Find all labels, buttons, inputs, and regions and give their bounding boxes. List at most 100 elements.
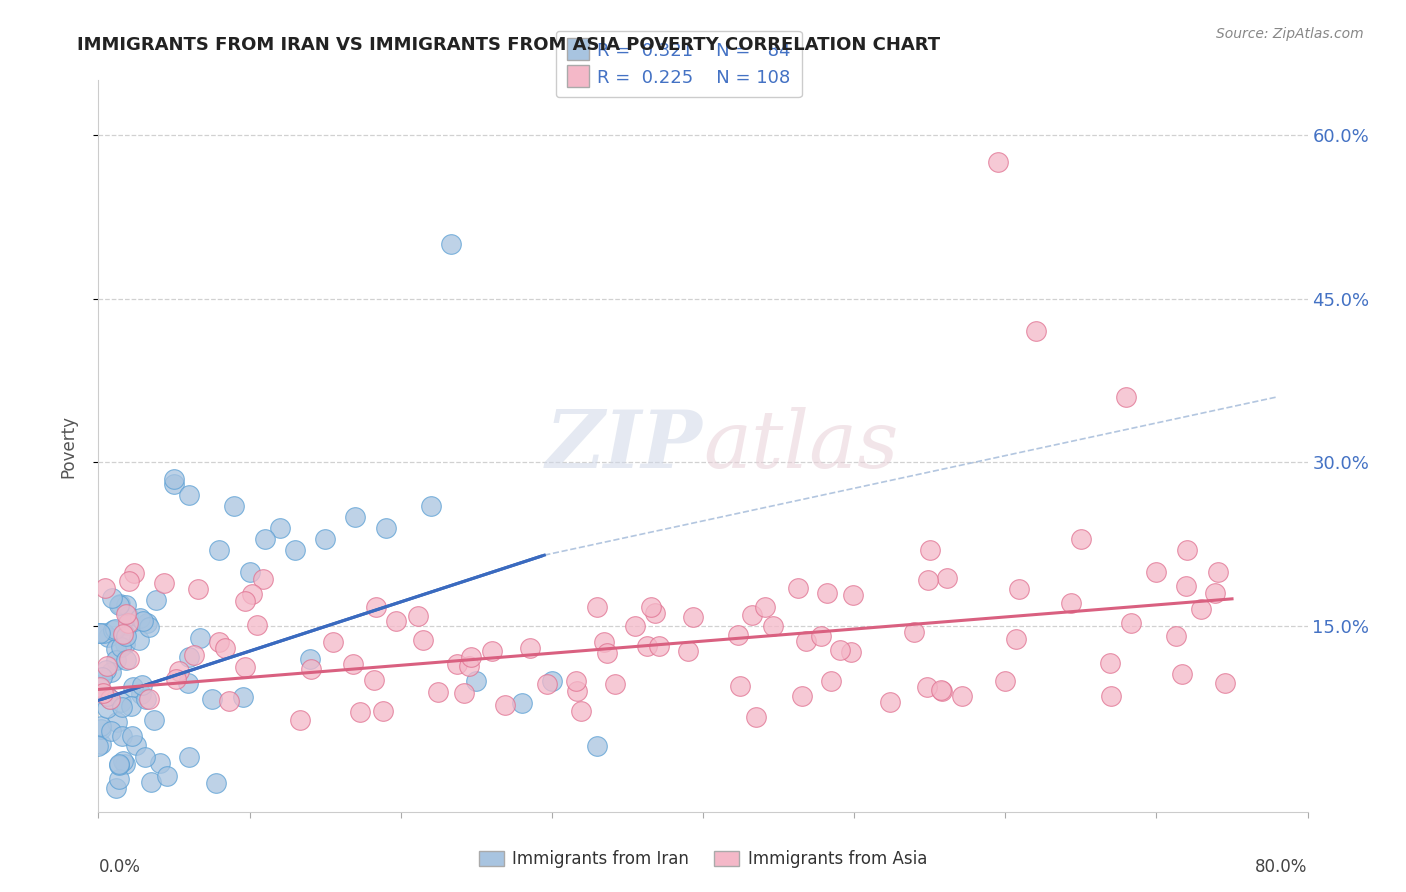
Point: [596, 646, 619, 660]
Point: [187, 582, 209, 596]
Point: [644, 607, 666, 621]
Point: [188, 631, 211, 645]
Point: [145, 593, 167, 607]
Point: [987, 155, 1010, 169]
Point: [118, 574, 141, 589]
Point: [134, 749, 156, 764]
Point: [129, 611, 152, 625]
Point: [839, 644, 862, 658]
Point: [104, 622, 127, 636]
Point: [120, 698, 142, 713]
Point: [117, 615, 139, 630]
Point: [284, 542, 307, 557]
Point: [100, 723, 122, 738]
Point: [108, 598, 131, 612]
Point: [935, 571, 957, 585]
Point: [406, 609, 429, 624]
Point: [426, 685, 449, 699]
Point: [153, 576, 176, 591]
Point: [104, 781, 127, 796]
Point: [122, 680, 145, 694]
Point: [931, 683, 953, 698]
Point: [232, 690, 254, 704]
Point: [342, 657, 364, 672]
Point: [97, 630, 120, 644]
Point: [586, 600, 609, 615]
Point: [439, 237, 461, 252]
Point: [179, 488, 201, 502]
Point: [1121, 615, 1143, 630]
Point: [89, 626, 111, 640]
Point: [950, 690, 973, 704]
Point: [205, 776, 228, 790]
Point: [94, 581, 117, 595]
Point: [420, 499, 443, 513]
Point: [98, 692, 121, 706]
Point: [915, 680, 938, 694]
Point: [165, 672, 187, 686]
Legend: R =  0.321    N =   84, R =  0.225    N = 108: R = 0.321 N = 84, R = 0.225 N = 108: [555, 31, 801, 97]
Point: [98, 691, 121, 706]
Point: [1099, 690, 1122, 704]
Point: [111, 700, 134, 714]
Point: [1170, 667, 1192, 681]
Point: [519, 641, 541, 656]
Point: [540, 673, 562, 688]
Point: [569, 704, 592, 718]
Point: [1059, 596, 1081, 610]
Point: [111, 627, 134, 641]
Point: [100, 665, 122, 679]
Point: [114, 607, 136, 622]
Point: [239, 565, 262, 579]
Point: [640, 600, 662, 615]
Point: [94, 664, 117, 678]
Point: [156, 769, 179, 783]
Point: [815, 586, 838, 600]
Point: [111, 754, 134, 768]
Point: [101, 591, 124, 606]
Point: [96, 690, 118, 704]
Point: [299, 652, 322, 666]
Point: [208, 542, 231, 557]
Point: [114, 757, 136, 772]
Point: [605, 676, 627, 690]
Point: [299, 662, 322, 676]
Point: [91, 670, 114, 684]
Point: [624, 618, 647, 632]
Point: [1005, 632, 1028, 646]
Point: [1070, 532, 1092, 546]
Point: [1024, 324, 1046, 338]
Point: [118, 652, 141, 666]
Point: [314, 532, 336, 546]
Point: [233, 660, 256, 674]
Point: [648, 639, 671, 653]
Point: [1213, 676, 1236, 690]
Point: [682, 610, 704, 624]
Point: [728, 680, 751, 694]
Point: [149, 756, 172, 770]
Point: [374, 521, 396, 535]
Point: [90, 723, 112, 737]
Point: [107, 772, 129, 786]
Point: [89, 626, 111, 640]
Point: [446, 657, 468, 671]
Point: [879, 695, 901, 709]
Point: [252, 572, 274, 586]
Point: [828, 643, 851, 657]
Point: [794, 634, 817, 648]
Point: [412, 632, 434, 647]
Point: [1206, 565, 1229, 579]
Point: [138, 620, 160, 634]
Point: [253, 532, 276, 546]
Point: [269, 521, 291, 535]
Point: [787, 582, 810, 596]
Point: [364, 600, 387, 615]
Point: [460, 650, 482, 665]
Point: [90, 737, 112, 751]
Point: [114, 637, 136, 651]
Point: [929, 682, 952, 697]
Point: [741, 607, 763, 622]
Point: [1175, 579, 1198, 593]
Text: ZIP: ZIP: [546, 408, 703, 484]
Point: [994, 673, 1017, 688]
